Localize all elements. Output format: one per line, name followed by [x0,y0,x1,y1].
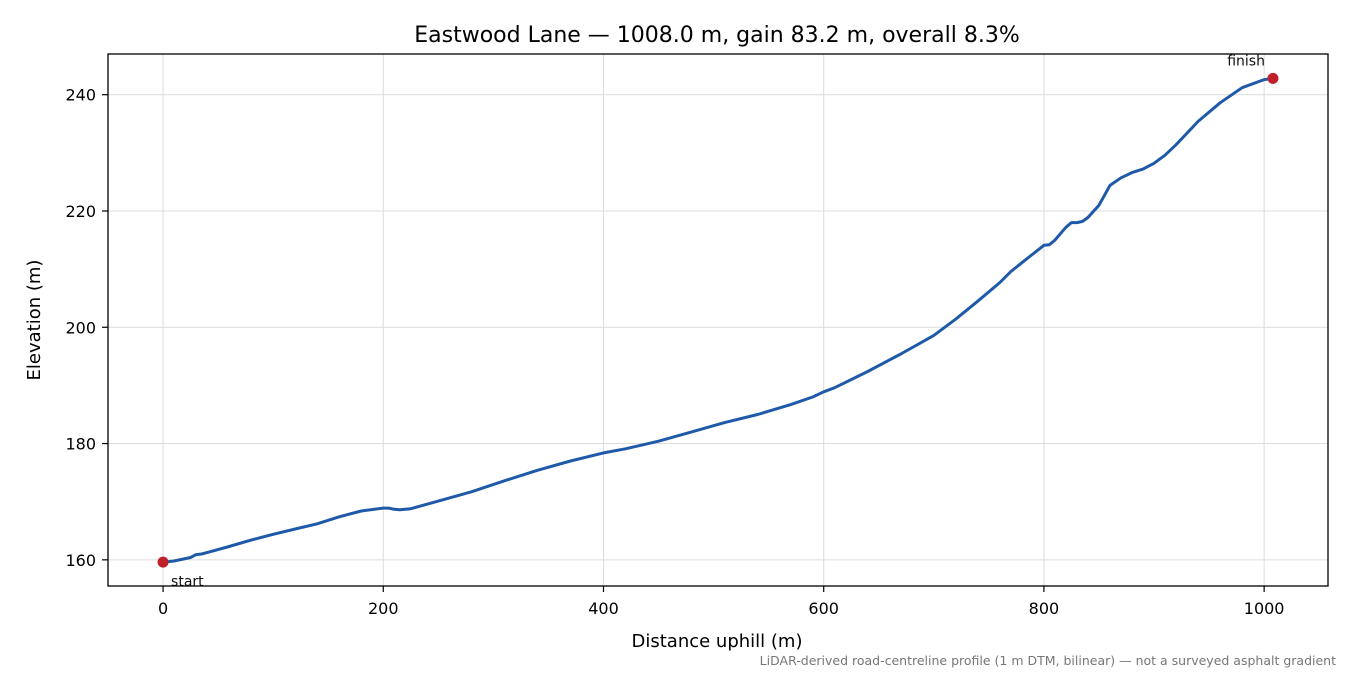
finish-marker [1267,72,1279,84]
grid-layer [108,54,1328,586]
x-tick-label: 600 [808,599,839,618]
marker-layer: start finish [157,53,1279,590]
axes-layer: 0 200 400 600 800 1000 160 180 200 220 240 [65,86,1284,618]
y-tick-label: 240 [65,86,96,105]
start-label: start [171,574,204,590]
x-tick-label: 400 [588,599,619,618]
y-tick-label: 180 [65,435,96,454]
y-tick-label: 200 [65,318,96,337]
series-layer [161,76,1275,564]
x-axis-label: Distance uphill (m) [632,631,803,652]
y-tick-label: 160 [65,551,96,570]
x-tick-label: 800 [1029,599,1060,618]
y-tick-label: 220 [65,202,96,221]
x-tick-label: 200 [368,599,399,618]
x-tick-label: 0 [158,599,168,618]
elevation-line [161,76,1275,564]
start-marker [157,556,169,568]
finish-label: finish [1227,53,1265,69]
x-tick-label: 1000 [1244,599,1285,618]
chart-title: Eastwood Lane — 1008.0 m, gain 83.2 m, o… [414,23,1019,48]
footnote: LiDAR-derived road-centreline profile (1… [760,653,1336,668]
plot-frame [107,53,1329,587]
y-axis-label: Elevation (m) [24,260,45,381]
